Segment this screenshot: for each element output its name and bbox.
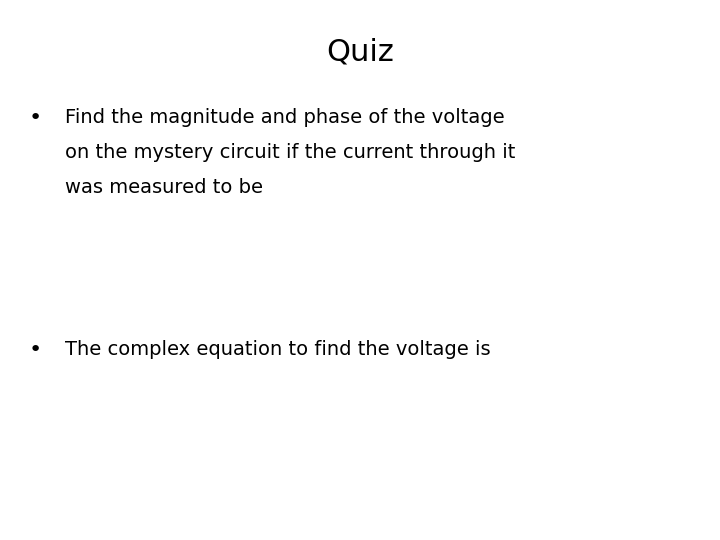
- Text: The complex equation to find the voltage is: The complex equation to find the voltage…: [65, 340, 490, 359]
- Text: •: •: [29, 108, 42, 128]
- Text: on the mystery circuit if the current through it: on the mystery circuit if the current th…: [65, 143, 516, 162]
- Text: Find the magnitude and phase of the voltage: Find the magnitude and phase of the volt…: [65, 108, 505, 127]
- Text: Quiz: Quiz: [326, 38, 394, 67]
- Text: was measured to be: was measured to be: [65, 178, 263, 197]
- Text: •: •: [29, 340, 42, 360]
